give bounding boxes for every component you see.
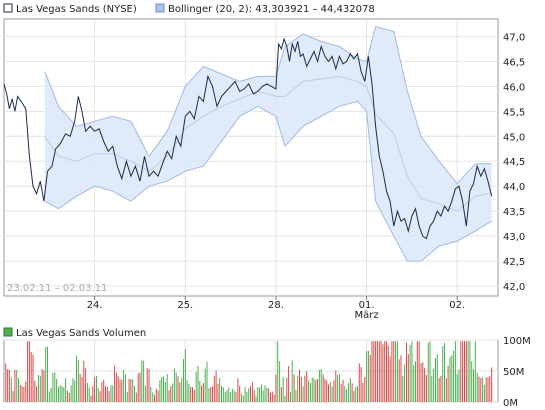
bollinger-lower-line [44,100,492,262]
bollinger-legend-label: Bollinger (20, 2): 43,303921 – 44,432078 [168,4,375,15]
volume-bars [5,341,493,402]
bollinger-band [44,26,492,262]
price-y-tick-label: 46,5 [503,57,525,68]
x-tick-label: 28. [268,300,284,311]
price-y-tick-label: 44,0 [503,182,525,193]
x-tick-label: 02. [449,300,465,311]
x-axis: 24. 25. 28. 01. 02. [87,296,465,311]
volume-y-axis: 100M 50M 0M [503,336,531,409]
x-tick-label: 01. [359,300,375,311]
price-line [3,37,493,240]
price-y-axis: 47,0 46,5 46,0 45,5 45,0 44,5 44,0 43,5 43,0 42,5… [503,32,525,293]
price-y-tick-label: 42,5 [503,257,525,268]
bollinger-mid-line [44,75,492,212]
volume-y-tick-label: 0M [503,398,518,409]
price-y-tick-label: 43,5 [503,207,525,218]
price-y-tick-label: 44,5 [503,157,525,168]
price-y-tick-label: 47,0 [503,32,525,43]
price-y-tick-label: 45,0 [503,132,525,143]
volume-y-tick-label: 50M [503,367,524,378]
price-y-tick-label: 42,0 [503,282,525,293]
bollinger-legend-swatch [155,3,165,13]
volume-y-tick-label: 100M [503,336,531,347]
volume-legend-swatch [3,327,13,337]
price-legend-swatch [3,3,13,13]
x-tick-label: 25. [177,300,193,311]
price-y-tick-label: 43,0 [503,232,525,243]
date-range-label: 23.02.11 – 02.03.11 [7,283,107,294]
bollinger-upper-line [44,25,492,185]
volume-legend-label: Las Vegas Sands Volumen [16,328,146,339]
price-y-tick-label: 46,0 [503,82,525,93]
x-tick-label: 24. [87,300,103,311]
price-legend-label: Las Vegas Sands (NYSE) [16,4,137,15]
price-y-tick-label: 45,5 [503,107,525,118]
month-label: März [355,310,379,321]
